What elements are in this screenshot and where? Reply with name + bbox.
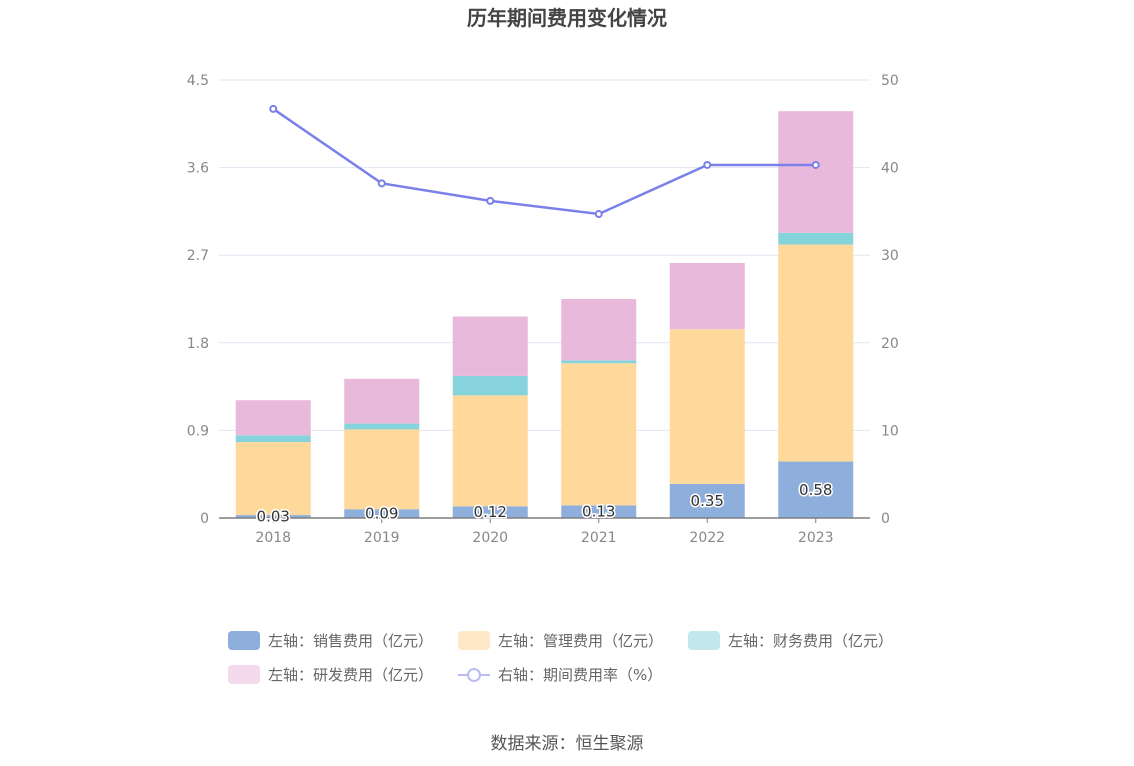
data-label-sales-2019: 0.09	[365, 505, 398, 523]
rate-line	[272, 107, 816, 216]
chart-title: 历年期间费用变化情况	[467, 6, 667, 30]
y-left-tick-label: 2.7	[187, 248, 209, 264]
bar-finance-2019[interactable]	[344, 423, 420, 430]
legend-label-rate: 右轴：期间费用率（%）	[498, 666, 663, 684]
data-source: 数据来源：恒生聚源	[490, 734, 644, 754]
bar-rnd-2023[interactable]	[778, 111, 854, 233]
rate-point-2019[interactable]	[377, 179, 386, 188]
x-tick-label: 2018	[255, 530, 291, 546]
legend-item-sales[interactable]: 左轴：销售费用（亿元）	[228, 630, 433, 651]
bar-admin-2021[interactable]	[561, 363, 637, 506]
bar-finance-2020[interactable]	[452, 375, 528, 396]
legend-label-rnd: 左轴：研发费用（亿元）	[268, 666, 434, 684]
bar-admin-2018[interactable]	[235, 442, 311, 516]
bar-finance-2023[interactable]	[778, 232, 854, 245]
legend-line-rate-icon	[458, 665, 490, 684]
y-right-tick-label: 20	[881, 336, 899, 352]
y-left-tick-label: 3.6	[187, 161, 209, 177]
data-label-sales-2018: 0.03	[257, 508, 290, 526]
legend-swatch-finance	[688, 631, 720, 650]
legend-swatch-rnd	[228, 665, 260, 684]
bar-admin-2022[interactable]	[669, 329, 745, 484]
bar-admin-2023[interactable]	[778, 244, 854, 462]
chart-area: 0 0 0.9 10 1.8 20 2.7 30 3.6 40 4.5 50 2018 2019 2020 2…	[187, 73, 899, 546]
bar-rnd-2022[interactable]	[669, 262, 745, 330]
data-label-sales-2022: 0.35	[691, 492, 724, 510]
bar-sales-2022[interactable]	[669, 483, 745, 518]
legend-label-admin: 左轴：管理费用（亿元）	[498, 632, 664, 650]
bar-rnd-2018[interactable]	[235, 400, 311, 436]
y-left-tick-label: 4.5	[187, 73, 209, 89]
bar-sales-2018[interactable]	[235, 515, 311, 518]
y-right-tick-label: 10	[881, 423, 899, 439]
x-tick-label: 2022	[689, 530, 725, 546]
bar-finance-2018[interactable]	[235, 435, 311, 443]
rate-point-2023[interactable]	[811, 160, 820, 169]
legend-item-admin[interactable]: 左轴：管理费用（亿元）	[458, 630, 663, 651]
x-tick-label: 2020	[472, 530, 508, 546]
rate-point-2020[interactable]	[486, 196, 495, 205]
x-tick-label: 2021	[581, 530, 617, 546]
bar-rnd-2019[interactable]	[344, 378, 420, 424]
bar-sales-2023[interactable]	[778, 461, 854, 518]
bar-sales-2021[interactable]	[561, 505, 637, 518]
bar-rnd-2020[interactable]	[452, 316, 528, 376]
data-label-sales-2020: 0.12	[474, 503, 507, 521]
legend-circle-marker-icon	[467, 668, 481, 682]
y-right-tick-label: 50	[881, 73, 899, 89]
y-left-tick-label: 0.9	[187, 423, 209, 439]
bar-sales-2019[interactable]	[344, 509, 420, 518]
legend-swatch-admin	[458, 631, 490, 650]
rate-point-2018[interactable]	[269, 104, 278, 113]
bar-admin-2020[interactable]	[452, 395, 528, 507]
bar-rnd-2021[interactable]	[561, 299, 637, 361]
legend-label-finance: 左轴：财务费用（亿元）	[728, 632, 894, 650]
bar-admin-2019[interactable]	[344, 429, 420, 510]
y-right-tick-label: 30	[881, 248, 899, 264]
legend-item-rnd[interactable]: 左轴：研发费用（亿元）	[228, 664, 433, 685]
y-right-tick-label: 40	[881, 161, 899, 177]
legend-swatch-sales	[228, 631, 260, 650]
x-tick-label: 2019	[364, 530, 400, 546]
legend-label-sales: 左轴：销售费用（亿元）	[268, 632, 434, 650]
rate-point-2021[interactable]	[594, 210, 603, 219]
data-label-sales-2023: 0.58	[799, 481, 832, 499]
legend-item-finance[interactable]: 左轴：财务费用（亿元）	[688, 630, 893, 651]
data-label-sales-2021: 0.13	[582, 503, 615, 521]
bar-finance-2021[interactable]	[561, 360, 637, 364]
x-tick-label: 2023	[798, 530, 834, 546]
rate-point-2022[interactable]	[703, 160, 712, 169]
y-left-tick-label: 1.8	[187, 336, 209, 352]
y-left-tick-label: 0	[200, 511, 209, 527]
legend-item-rate[interactable]: 右轴：期间费用率（%）	[458, 664, 662, 685]
bar-sales-2020[interactable]	[452, 506, 528, 518]
y-right-tick-label: 0	[881, 511, 890, 527]
